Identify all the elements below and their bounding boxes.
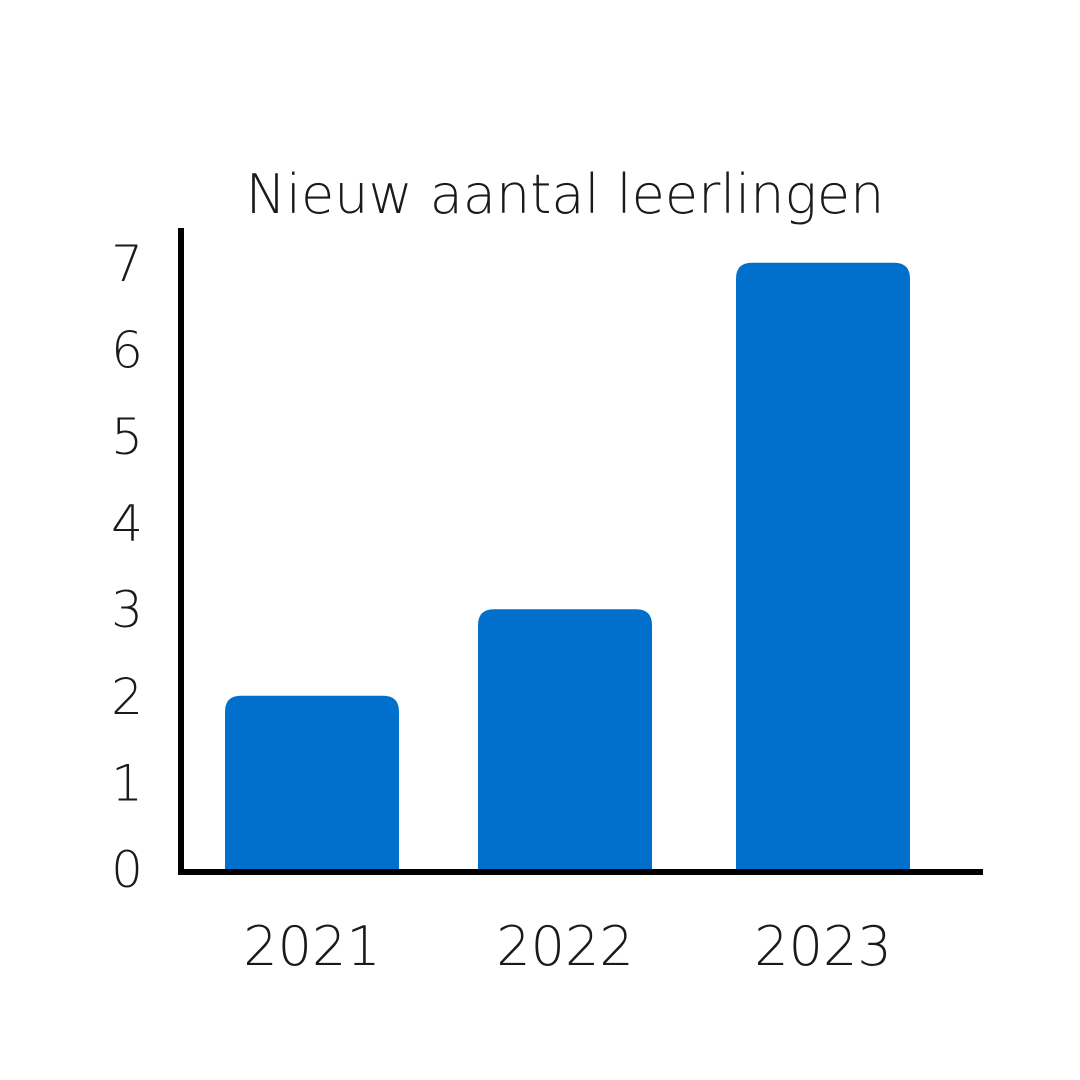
x-axis-labels: 2021 2022 2023 [243, 915, 891, 978]
y-tick-label: 2 [111, 668, 143, 726]
y-tick-label: 3 [111, 581, 143, 639]
bar-2023 [736, 262, 910, 869]
chart-title: Nieuw aantal leerlingen [246, 163, 885, 226]
y-tick-label: 7 [111, 235, 143, 293]
bar-2021 [225, 695, 399, 869]
y-tick-label: 5 [111, 408, 143, 466]
bar-2022 [478, 609, 652, 869]
x-category-label: 2023 [754, 915, 891, 978]
y-tick-label: 4 [111, 495, 143, 553]
y-axis-ticks: 0 1 2 3 4 5 6 7 [111, 235, 143, 899]
x-category-label: 2022 [496, 915, 633, 978]
y-tick-label: 6 [111, 321, 143, 379]
y-tick-label: 0 [111, 841, 143, 899]
x-category-label: 2021 [243, 915, 380, 978]
y-tick-label: 1 [111, 754, 143, 812]
bars [225, 262, 910, 869]
